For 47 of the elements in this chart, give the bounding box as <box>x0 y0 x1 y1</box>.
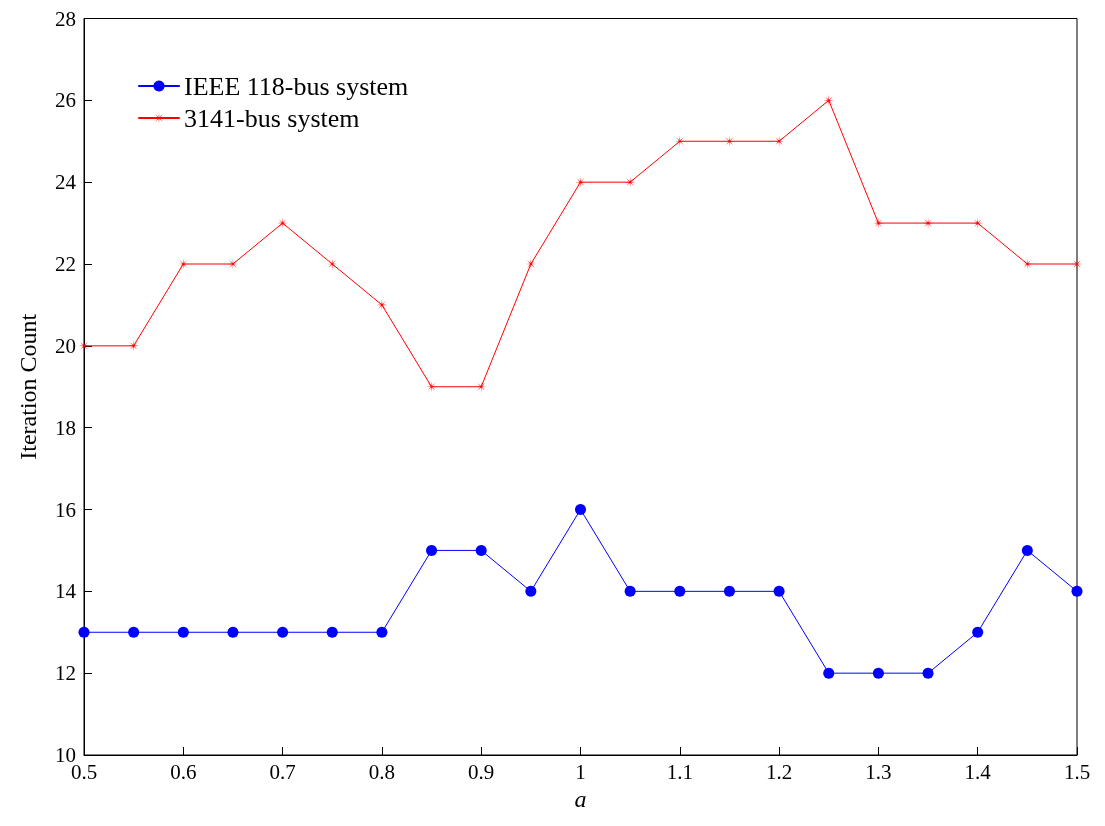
x-tick-label: 1.1 <box>666 759 693 784</box>
point <box>326 626 338 638</box>
x-tick-label: 1.5 <box>1063 759 1091 784</box>
point <box>723 585 735 597</box>
legend-label: 3141-bus system <box>184 103 360 133</box>
point <box>128 626 140 638</box>
point <box>773 585 785 597</box>
x-tick-label: 1.3 <box>865 759 892 784</box>
point <box>922 217 934 229</box>
x-tick-label: 0.8 <box>368 759 396 784</box>
y-tick-label: 16 <box>55 497 76 522</box>
y-tick-label: 22 <box>55 252 76 276</box>
point <box>227 626 239 638</box>
point <box>972 626 984 638</box>
legend-label: IEEE 118-bus system <box>184 71 409 101</box>
point <box>1021 544 1033 556</box>
y-axis-title: Iteration Count <box>15 313 41 460</box>
y-tick-label: 20 <box>55 333 76 358</box>
point <box>177 626 189 638</box>
y-tick-label: 28 <box>55 6 76 31</box>
y-tick-label: 24 <box>55 170 77 195</box>
x-tick-label: 0.7 <box>269 759 296 784</box>
point <box>525 585 537 597</box>
x-tick-label: 0.6 <box>170 759 197 784</box>
point <box>872 667 884 679</box>
point <box>1071 258 1083 270</box>
point <box>426 544 438 556</box>
point <box>78 626 90 638</box>
x-tick-label: 1.2 <box>765 759 793 784</box>
point <box>674 585 686 597</box>
y-tick-label: 12 <box>55 661 76 686</box>
y-tick-label: 26 <box>55 88 76 113</box>
x-tick-label: 0.9 <box>468 759 495 784</box>
point <box>376 626 388 638</box>
point <box>823 667 835 679</box>
point <box>1071 585 1083 597</box>
x-tick-label: 1 <box>575 759 586 784</box>
x-tick-label: 1.4 <box>964 759 992 784</box>
point <box>922 667 934 679</box>
point <box>575 504 586 515</box>
x-axis-title: a <box>574 786 587 812</box>
y-tick-label: 18 <box>55 415 76 440</box>
point <box>277 626 289 638</box>
point <box>624 585 636 597</box>
point <box>823 94 835 106</box>
y-tick-label: 14 <box>55 579 77 604</box>
point <box>475 544 487 556</box>
